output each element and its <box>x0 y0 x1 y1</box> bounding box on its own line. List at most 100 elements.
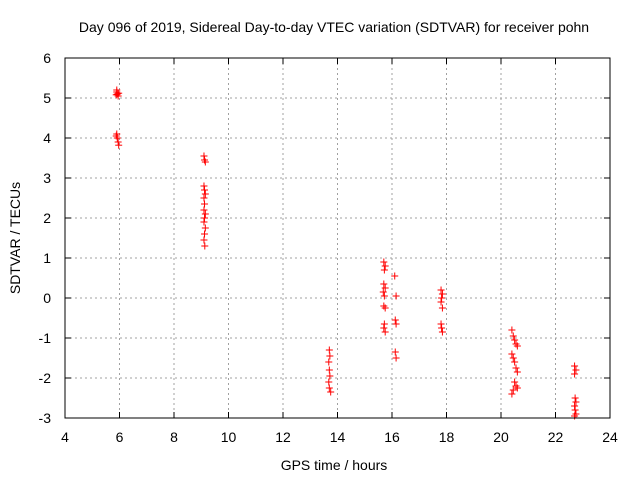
data-point <box>572 398 580 406</box>
data-point <box>381 262 389 270</box>
data-point <box>327 388 335 396</box>
data-point <box>326 372 334 380</box>
data-point <box>200 236 208 244</box>
data-point <box>513 342 521 350</box>
x-tick-label: 24 <box>602 429 618 445</box>
y-tick-label: 4 <box>43 130 51 146</box>
data-point <box>438 324 446 332</box>
data-point <box>381 284 389 292</box>
data-point <box>511 378 519 386</box>
data-point <box>201 186 209 194</box>
y-tick-label: -3 <box>39 410 52 426</box>
data-point <box>201 158 209 166</box>
data-point <box>326 352 334 360</box>
data-point <box>113 86 121 94</box>
data-point <box>325 384 333 392</box>
data-point <box>115 141 123 149</box>
data-point <box>325 366 333 374</box>
data-point <box>380 266 388 274</box>
data-point <box>513 368 521 376</box>
data-point <box>200 206 208 214</box>
x-tick-label: 4 <box>61 429 69 445</box>
y-tick-label: 1 <box>43 250 51 266</box>
data-point <box>508 326 516 334</box>
data-point <box>513 384 521 392</box>
data-point <box>200 194 208 202</box>
y-tick-label: 6 <box>43 50 51 66</box>
grid-lines <box>65 58 610 418</box>
data-point <box>437 320 445 328</box>
data-point <box>392 354 400 362</box>
data-point <box>201 190 209 198</box>
data-point <box>381 304 389 312</box>
data-point <box>201 210 209 218</box>
data-point <box>200 218 208 226</box>
y-tick-label: -1 <box>39 330 52 346</box>
x-tick-label: 6 <box>116 429 124 445</box>
data-point <box>438 290 446 298</box>
x-tick-label: 20 <box>493 429 509 445</box>
y-tick-label: 2 <box>43 210 51 226</box>
data-point <box>438 304 446 312</box>
data-point <box>571 402 579 410</box>
y-tick-label: -2 <box>39 370 52 386</box>
data-point <box>511 336 519 344</box>
x-tick-labels: 4 6 8 10 12 14 16 18 20 22 24 <box>61 429 618 445</box>
x-tick-label: 8 <box>170 429 178 445</box>
x-tick-label: 22 <box>548 429 564 445</box>
data-point <box>200 182 208 190</box>
data-point <box>508 390 516 398</box>
data-point <box>325 346 333 354</box>
x-axis-label: GPS time / hours <box>281 457 388 473</box>
data-point <box>325 378 333 386</box>
data-point <box>571 394 579 402</box>
y-tick-label: 5 <box>43 90 51 106</box>
data-point <box>571 362 579 370</box>
data-point <box>438 294 446 302</box>
data-point <box>380 324 388 332</box>
data-point <box>201 200 209 208</box>
data-point <box>509 386 517 394</box>
data-point <box>325 358 333 366</box>
data-point <box>380 320 388 328</box>
data-point <box>201 242 209 250</box>
data-point <box>511 358 519 366</box>
data-point <box>508 350 516 358</box>
data-point <box>200 152 208 160</box>
data-point <box>201 214 209 222</box>
data-point <box>571 370 579 378</box>
axis-ticks <box>64 57 611 419</box>
data-point <box>391 348 399 356</box>
data-point <box>571 406 579 414</box>
x-tick-label: 16 <box>384 429 400 445</box>
data-point <box>380 258 388 266</box>
data-point <box>391 316 399 324</box>
x-tick-label: 18 <box>439 429 455 445</box>
data-point <box>572 366 580 374</box>
data-point <box>509 354 517 362</box>
chart-title: Day 096 of 2019, Sidereal Day-to-day VTE… <box>79 19 589 35</box>
data-point <box>512 364 520 372</box>
data-point <box>201 230 209 238</box>
y-tick-label: 3 <box>43 170 51 186</box>
data-points <box>112 86 580 420</box>
y-tick-labels: -3 -2 -1 0 1 2 3 4 5 6 <box>39 50 52 426</box>
data-point <box>438 328 446 336</box>
data-point <box>392 320 400 328</box>
data-point <box>379 288 387 296</box>
data-point <box>437 298 445 306</box>
data-point <box>112 132 120 140</box>
data-point <box>509 332 517 340</box>
data-point <box>381 328 389 336</box>
data-point <box>380 292 388 300</box>
data-point <box>437 286 445 294</box>
y-tick-label: 0 <box>43 290 51 306</box>
y-axis-label: SDTVAR / TECUs <box>7 182 23 294</box>
x-tick-label: 14 <box>330 429 346 445</box>
x-tick-label: 10 <box>221 429 237 445</box>
x-tick-label: 12 <box>275 429 291 445</box>
data-point <box>201 224 209 232</box>
data-point <box>391 272 399 280</box>
